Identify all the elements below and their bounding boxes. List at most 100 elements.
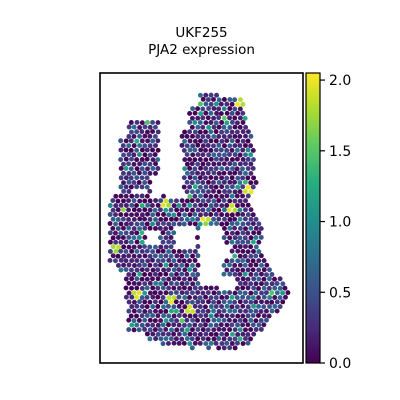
spot xyxy=(205,170,211,176)
spot xyxy=(237,198,243,204)
spot xyxy=(232,318,238,324)
spot xyxy=(131,299,137,305)
spot xyxy=(232,244,238,250)
spot xyxy=(237,134,243,139)
spot xyxy=(216,106,222,112)
spot xyxy=(258,318,264,323)
spot xyxy=(160,239,166,245)
spot xyxy=(155,294,161,300)
spot xyxy=(113,239,119,245)
spot xyxy=(166,221,172,227)
spot xyxy=(129,258,135,264)
spot xyxy=(211,161,217,167)
spot xyxy=(240,248,246,254)
spot xyxy=(190,317,196,323)
spot xyxy=(203,285,209,291)
spot xyxy=(229,304,235,310)
spot xyxy=(184,262,190,268)
spot xyxy=(266,313,272,319)
spot xyxy=(227,170,233,176)
spot xyxy=(232,124,238,130)
spot xyxy=(192,340,198,346)
spot xyxy=(121,253,127,259)
spot xyxy=(139,221,145,227)
spot xyxy=(168,290,174,296)
spot xyxy=(235,340,240,346)
spot xyxy=(155,138,161,144)
spot xyxy=(139,295,145,301)
spot xyxy=(126,152,132,157)
spot xyxy=(195,198,201,204)
spot xyxy=(134,138,140,144)
spot xyxy=(160,285,166,291)
spot xyxy=(195,124,201,130)
spot xyxy=(107,203,113,208)
spot xyxy=(200,290,206,296)
spot xyxy=(150,313,156,318)
spot xyxy=(234,193,240,199)
spot xyxy=(261,276,267,282)
spot xyxy=(123,147,129,153)
spot xyxy=(203,147,208,153)
spot xyxy=(157,327,163,333)
spot xyxy=(134,147,140,153)
spot xyxy=(120,225,126,231)
spot xyxy=(190,207,195,213)
spot xyxy=(216,180,222,185)
spot xyxy=(134,175,140,181)
spot xyxy=(251,157,256,162)
colorbar xyxy=(305,72,321,364)
spot xyxy=(206,106,212,111)
spot xyxy=(179,336,185,342)
spot xyxy=(153,161,158,167)
spot xyxy=(221,106,227,112)
spot xyxy=(158,244,164,250)
spot xyxy=(184,308,190,314)
spot xyxy=(226,317,232,323)
spot xyxy=(153,198,159,203)
spot xyxy=(145,211,150,217)
spot xyxy=(261,285,267,291)
spot xyxy=(203,110,209,116)
spot xyxy=(124,221,129,227)
spot xyxy=(126,272,132,277)
spot xyxy=(163,226,169,232)
spot xyxy=(211,124,217,130)
spot xyxy=(187,202,193,208)
spot xyxy=(161,267,167,273)
spot xyxy=(248,253,254,259)
spot xyxy=(187,276,193,282)
spot xyxy=(128,184,134,190)
spot xyxy=(120,207,126,213)
spot xyxy=(174,207,180,213)
spot xyxy=(229,157,235,162)
spot xyxy=(253,216,259,222)
spot xyxy=(221,207,227,213)
spot xyxy=(166,267,171,273)
spot xyxy=(192,322,198,328)
spot xyxy=(208,92,214,98)
spot xyxy=(245,212,251,218)
spot xyxy=(144,156,150,162)
spot xyxy=(166,313,172,319)
spot xyxy=(214,101,219,107)
spot xyxy=(242,290,248,296)
spot xyxy=(197,92,203,98)
spot xyxy=(261,322,267,328)
spot xyxy=(161,304,166,310)
spot xyxy=(211,96,216,102)
spot xyxy=(187,258,192,264)
spot xyxy=(197,304,203,310)
spot xyxy=(171,313,177,319)
spot xyxy=(203,120,209,126)
spot xyxy=(221,262,227,268)
spot xyxy=(211,170,217,176)
spot xyxy=(211,106,217,111)
spot xyxy=(189,161,195,167)
spot xyxy=(131,253,137,259)
spot xyxy=(237,336,243,342)
spot xyxy=(136,152,142,158)
spot xyxy=(137,226,143,231)
colorbar-tick-label: 1.0 xyxy=(329,215,351,231)
